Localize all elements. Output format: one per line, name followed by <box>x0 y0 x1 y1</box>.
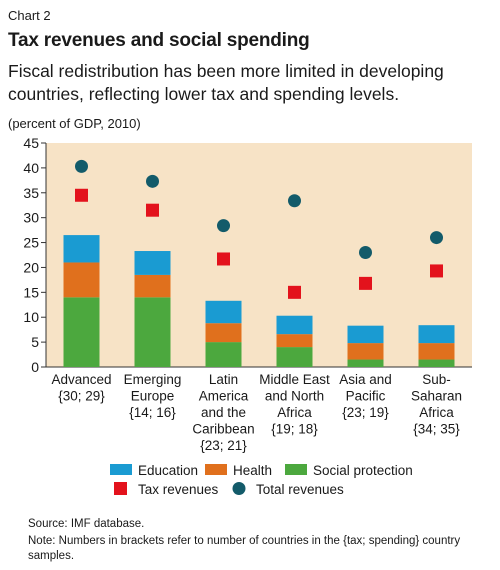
legend-swatch <box>205 464 227 475</box>
y-tick-label: 20 <box>23 259 39 275</box>
y-tick-label: 30 <box>23 210 39 226</box>
marker-total-revenues <box>75 159 88 173</box>
bar-social-protection <box>134 297 171 367</box>
x-category-label: Asia and Pacific {23; 19} <box>339 372 392 420</box>
bar-health <box>347 343 384 360</box>
bar-education <box>205 300 242 324</box>
marker-tax-revenues <box>146 203 159 217</box>
x-category-line: Africa <box>277 405 312 420</box>
markers-layer <box>75 159 443 299</box>
bar-health <box>205 323 242 343</box>
x-category-label: Latin America and the Caribbean {23; 21} <box>192 372 254 453</box>
bar-health <box>276 334 313 348</box>
x-category-line: Pacific <box>346 389 386 404</box>
x-category-line: {23; 21} <box>200 438 247 453</box>
x-axis-labels: Advanced {30; 29} Emerging Europe {14; 16} La… <box>51 372 462 453</box>
x-category-line: and the <box>201 405 246 420</box>
y-tick-label: 40 <box>23 160 39 176</box>
x-category-line: Sub- <box>422 372 451 387</box>
bar-education <box>134 251 171 275</box>
marker-total-revenues <box>288 194 301 208</box>
legend-swatch <box>285 464 307 475</box>
legend-swatch <box>232 482 246 495</box>
x-category-label: Advanced {30; 29} <box>51 372 111 404</box>
x-category-line: Asia and <box>339 372 392 387</box>
marker-tax-revenues <box>75 188 88 202</box>
x-category-line: Africa <box>419 405 454 420</box>
chart-subtitle: Fiscal redistribution has been more limi… <box>8 61 444 104</box>
legend: Education Health Social protection Tax reve… <box>110 463 413 497</box>
legend-label: Total revenues <box>256 482 344 497</box>
source-note: Source: IMF database. <box>28 518 145 530</box>
bar-social-protection <box>347 359 384 367</box>
legend-label: Tax revenues <box>138 482 219 497</box>
chart-title: Tax revenues and social spending <box>8 30 310 51</box>
x-category-line: Advanced <box>51 372 111 387</box>
bar-education <box>63 235 100 263</box>
x-category-line: and North <box>265 389 324 404</box>
x-category-line: Europe <box>131 389 175 404</box>
x-category-line: Caribbean <box>192 422 254 437</box>
plot-background <box>46 143 472 367</box>
marker-tax-revenues <box>217 252 230 266</box>
marker-tax-revenues <box>288 285 301 299</box>
bar-social-protection <box>205 342 242 367</box>
legend-label: Health <box>233 463 272 478</box>
x-category-line: Saharan <box>411 389 462 404</box>
footnote: Note: Numbers in brackets refer to numbe… <box>28 535 461 562</box>
x-category-label: Emerging Europe {14; 16} <box>124 372 182 420</box>
x-category-line: Latin <box>209 372 238 387</box>
marker-tax-revenues <box>430 264 443 278</box>
legend-swatch <box>110 464 132 475</box>
bar-social-protection <box>276 347 313 367</box>
legend-swatch <box>114 482 127 495</box>
y-tick-label: 25 <box>23 235 39 251</box>
y-tick-label: 35 <box>23 185 39 201</box>
legend-label: Social protection <box>313 463 413 478</box>
y-tick-label: 45 <box>23 135 39 151</box>
bar-social-protection <box>63 297 100 367</box>
marker-total-revenues <box>146 174 159 188</box>
y-tick-label: 10 <box>23 309 39 325</box>
x-category-line: {14; 16} <box>129 405 176 420</box>
x-category-label: Sub- Saharan Africa {34; 35} <box>411 372 462 437</box>
bar-health <box>63 262 100 298</box>
unit-label: (percent of GDP, 2010) <box>8 116 141 131</box>
y-tick-label: 0 <box>31 359 39 375</box>
marker-total-revenues <box>359 246 372 260</box>
x-category-line: Emerging <box>124 372 182 387</box>
x-category-line: {19; 18} <box>271 422 318 437</box>
x-category-line: {30; 29} <box>58 389 105 404</box>
y-tick-label: 5 <box>31 334 39 350</box>
x-category-line: {34; 35} <box>413 422 460 437</box>
y-tick-label: 15 <box>23 284 39 300</box>
bars-layer <box>63 235 455 367</box>
bar-health <box>418 343 455 360</box>
x-category-line: Middle East <box>259 372 330 387</box>
marker-total-revenues <box>430 231 443 245</box>
y-axis: 0 5 10 15 20 25 30 35 40 45 <box>23 135 472 375</box>
chart-plot: 0 5 10 15 20 25 30 35 40 45 Advanced {30; 29} Emerg… <box>23 135 472 497</box>
bar-health <box>134 274 171 298</box>
marker-tax-revenues <box>359 276 372 290</box>
marker-total-revenues <box>217 219 230 233</box>
bar-education <box>418 325 455 344</box>
x-category-label: Middle East and North Africa {19; 18} <box>259 372 330 437</box>
bar-education <box>276 315 313 335</box>
bar-education <box>347 325 384 344</box>
x-category-line: {23; 19} <box>342 405 389 420</box>
x-category-line: America <box>199 389 249 404</box>
chart-label: Chart 2 <box>8 8 51 23</box>
bar-social-protection <box>418 359 455 367</box>
legend-label: Education <box>138 463 198 478</box>
